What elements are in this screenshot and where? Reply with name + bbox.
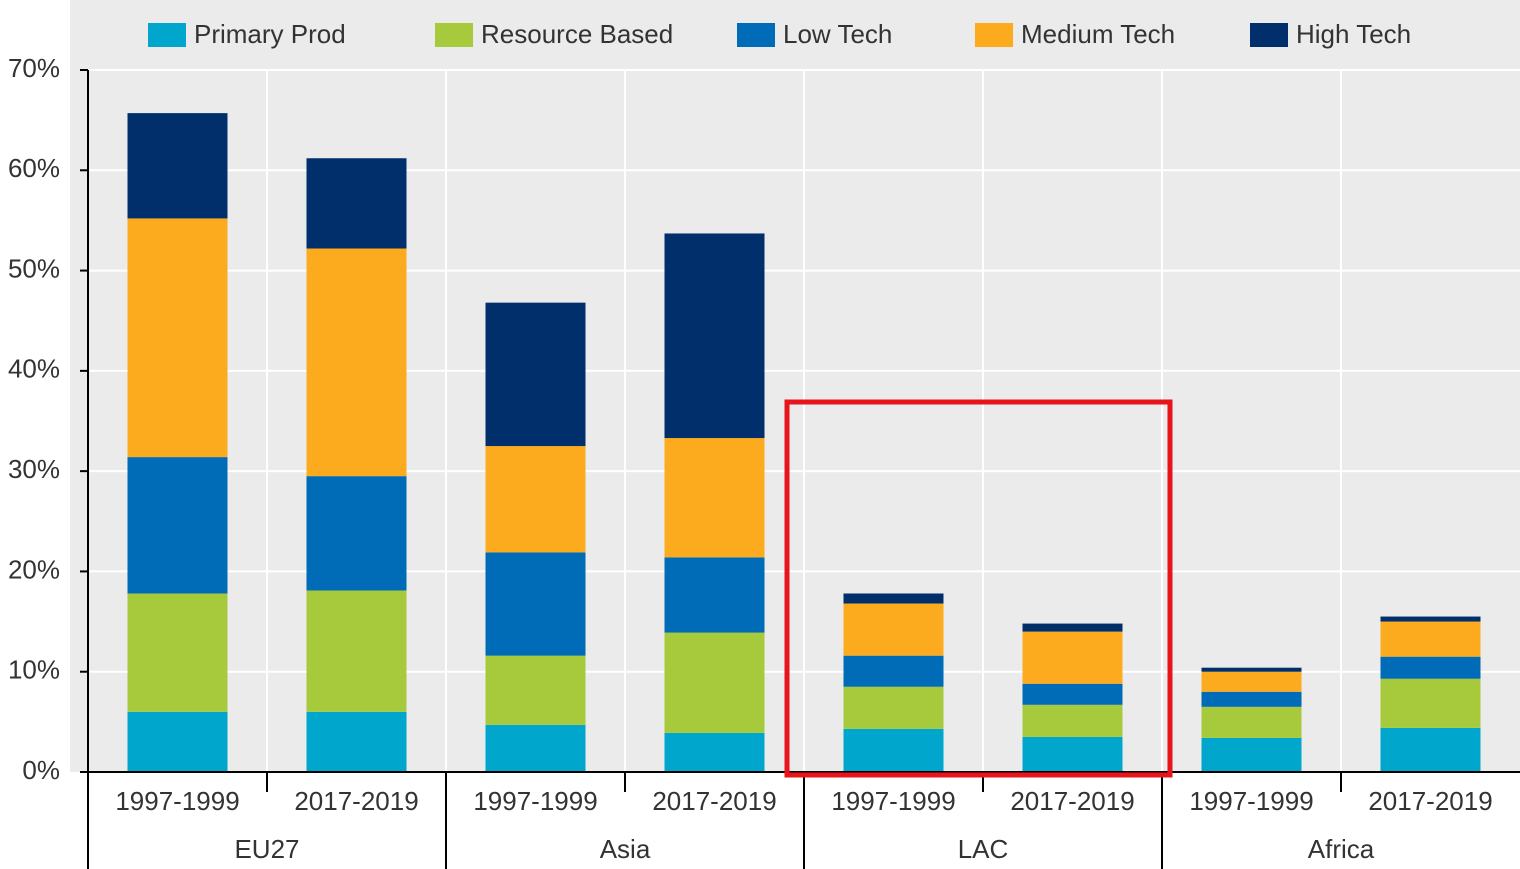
x-tick-label: 1997-1999: [115, 786, 239, 816]
bar-segment: [1380, 727, 1481, 772]
bar-segment: [1022, 623, 1123, 632]
bar-segment: [1380, 678, 1481, 728]
bar-segment: [306, 248, 407, 477]
bar-segment: [485, 302, 586, 447]
x-tick-label: 1997-1999: [473, 786, 597, 816]
bar-segment: [843, 686, 944, 729]
bar-segment: [485, 446, 586, 553]
bar-segment: [306, 158, 407, 249]
x-tick-label: 2017-2019: [1010, 786, 1134, 816]
x-group-label: Asia: [600, 834, 651, 864]
bar-segment: [843, 728, 944, 772]
y-tick-label: 50%: [8, 253, 60, 283]
y-tick-label: 60%: [8, 153, 60, 183]
y-tick-label: 10%: [8, 655, 60, 685]
x-tick-label: 2017-2019: [652, 786, 776, 816]
x-tick-label: 2017-2019: [294, 786, 418, 816]
bar-segment: [1022, 631, 1123, 684]
highlight-box: [784, 399, 1173, 778]
bar-segment: [664, 233, 765, 439]
bar-segment: [664, 732, 765, 772]
bar-segment: [485, 552, 586, 656]
bar-segment: [1380, 621, 1481, 657]
bar-segment: [1201, 706, 1302, 738]
x-tick-label: 1997-1999: [1189, 786, 1313, 816]
legend-label: Resource Based: [481, 19, 673, 49]
bar-segment: [306, 590, 407, 712]
bar-segment: [843, 603, 944, 656]
bar-segment: [127, 457, 228, 594]
bar-segment: [664, 557, 765, 633]
bar-segment: [127, 218, 228, 458]
bar-segment: [664, 632, 765, 733]
bar-segment: [843, 655, 944, 687]
y-tick-label: 0%: [22, 755, 60, 785]
legend-label: Low Tech: [783, 19, 892, 49]
bar-segment: [843, 593, 944, 604]
bar-segment: [1022, 704, 1123, 737]
y-tick-label: 40%: [8, 354, 60, 384]
legend-label: Primary Prod: [194, 19, 346, 49]
bar-segment: [1201, 667, 1302, 672]
bar-segment: [1380, 616, 1481, 622]
bar-segment: [1201, 671, 1302, 692]
legend-swatch: [1250, 23, 1288, 47]
legend-swatch: [737, 23, 775, 47]
plot-background: [70, 0, 1520, 772]
bar-segment: [1022, 736, 1123, 772]
bar-segment: [1380, 656, 1481, 679]
bar-segment: [485, 724, 586, 772]
bar-segment: [127, 711, 228, 772]
x-group-label: EU27: [234, 834, 299, 864]
x-group-label: LAC: [958, 834, 1009, 864]
bar-segment: [127, 113, 228, 219]
bar-segment: [485, 655, 586, 725]
bar-segment: [1201, 691, 1302, 707]
legend-label: Medium Tech: [1021, 19, 1175, 49]
bar-segment: [1201, 737, 1302, 772]
y-tick-label: 20%: [8, 554, 60, 584]
x-tick-label: 2017-2019: [1368, 786, 1492, 816]
legend-label: High Tech: [1296, 19, 1411, 49]
y-tick-label: 30%: [8, 454, 60, 484]
x-tick-label: 1997-1999: [831, 786, 955, 816]
bar-segment: [306, 711, 407, 772]
chart-layer: 0% 10% 20% 30% 40% 50% 60% 70% 1997-1999 2017-201…: [8, 19, 1520, 869]
y-tick-label: 70%: [8, 53, 60, 83]
legend-swatch: [975, 23, 1013, 47]
legend-swatch: [435, 23, 473, 47]
bar-segment: [664, 438, 765, 558]
bar-segment: [127, 593, 228, 712]
bar-segment: [306, 476, 407, 591]
bar-segment: [1022, 683, 1123, 705]
x-group-label: Africa: [1308, 834, 1375, 864]
legend-swatch: [148, 23, 186, 47]
